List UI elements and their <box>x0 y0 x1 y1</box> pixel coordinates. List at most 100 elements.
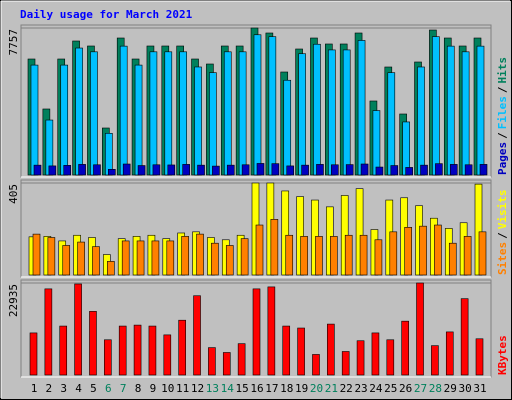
y-tick-label: 22935 <box>7 284 20 317</box>
bar <box>137 165 146 176</box>
x-tick-label: 21 <box>325 382 338 395</box>
bar <box>300 236 308 276</box>
bar <box>356 340 365 376</box>
x-tick-label: 23 <box>354 382 367 395</box>
bar <box>122 163 131 176</box>
bar <box>223 51 232 176</box>
x-tick-label: 8 <box>135 382 142 395</box>
legend-entry: Pages <box>496 142 509 175</box>
bar <box>387 72 396 176</box>
x-tick-label: 25 <box>384 382 397 395</box>
bar <box>89 311 97 376</box>
bar <box>331 164 339 176</box>
bar <box>360 163 369 176</box>
x-tick-label: 5 <box>90 382 97 395</box>
bar <box>44 288 53 376</box>
x-tick-label: 16 <box>250 382 263 395</box>
bar <box>420 164 428 176</box>
bar <box>270 219 279 276</box>
bar <box>476 45 485 176</box>
bar <box>402 121 410 176</box>
bar <box>78 164 86 176</box>
bar <box>90 51 98 176</box>
bar <box>268 36 277 176</box>
bar <box>62 245 71 276</box>
bar <box>118 325 127 376</box>
bar <box>267 286 276 376</box>
bar <box>372 110 381 176</box>
bar <box>59 325 68 376</box>
bar <box>375 166 384 176</box>
legend-entry: Visits <box>496 190 509 230</box>
x-tick-label: 6 <box>105 382 112 395</box>
bar <box>241 164 250 176</box>
bar <box>194 66 202 176</box>
bar <box>446 45 455 176</box>
bar <box>448 242 457 276</box>
bar <box>256 163 265 176</box>
bar <box>237 343 246 376</box>
legend-separator: / <box>496 132 509 139</box>
bar <box>60 64 69 176</box>
bar <box>281 190 290 276</box>
bar <box>286 165 295 176</box>
x-tick-label: 24 <box>369 382 383 395</box>
bar <box>253 34 262 176</box>
bar <box>163 334 172 376</box>
bar <box>316 164 324 176</box>
bar <box>285 234 294 276</box>
bar <box>136 240 145 276</box>
x-tick-label: 29 <box>444 382 457 395</box>
bar <box>121 240 130 276</box>
bar <box>226 164 235 176</box>
legend-entry: Files <box>496 96 509 129</box>
bar <box>108 169 116 176</box>
x-tick-label: 2 <box>46 382 53 395</box>
bar <box>419 225 427 276</box>
bar <box>389 231 398 276</box>
bar <box>301 164 309 176</box>
bar <box>167 164 176 176</box>
bar <box>342 49 351 176</box>
legend-entry: Hits <box>496 57 509 84</box>
bar <box>283 79 292 176</box>
bar <box>193 295 201 376</box>
y-tick-label: 7757 <box>7 29 20 56</box>
bar <box>104 339 112 376</box>
bar <box>297 327 305 376</box>
bar <box>255 224 264 276</box>
x-tick-label: 18 <box>280 382 293 395</box>
bar <box>212 165 220 176</box>
bar <box>460 298 469 376</box>
bar <box>463 236 472 276</box>
bar <box>298 53 306 176</box>
chart-title: Daily usage for March 2021 <box>20 8 193 21</box>
bar <box>330 236 338 276</box>
bar <box>197 164 205 176</box>
bar <box>431 345 439 376</box>
bar <box>166 240 175 276</box>
x-tick-label: 12 <box>191 382 204 395</box>
bar <box>30 64 39 176</box>
bar <box>179 51 187 176</box>
bar <box>209 72 217 176</box>
bar <box>208 347 216 376</box>
legend-entry: Sites <box>496 242 509 275</box>
x-tick-label: 13 <box>206 382 219 395</box>
bar <box>105 133 113 176</box>
legend: KBytes <box>496 335 509 375</box>
bar <box>404 226 412 276</box>
legend-separator: / <box>496 86 509 93</box>
bar <box>134 64 143 176</box>
x-tick-label: 28 <box>429 382 442 395</box>
x-tick-label: 31 <box>473 382 486 395</box>
bar <box>478 231 487 276</box>
bar <box>479 164 488 176</box>
bar <box>151 240 160 276</box>
bar <box>119 45 128 176</box>
bar <box>405 167 413 176</box>
x-tick-label: 19 <box>295 382 308 395</box>
bar <box>344 234 353 276</box>
bar <box>434 224 442 276</box>
